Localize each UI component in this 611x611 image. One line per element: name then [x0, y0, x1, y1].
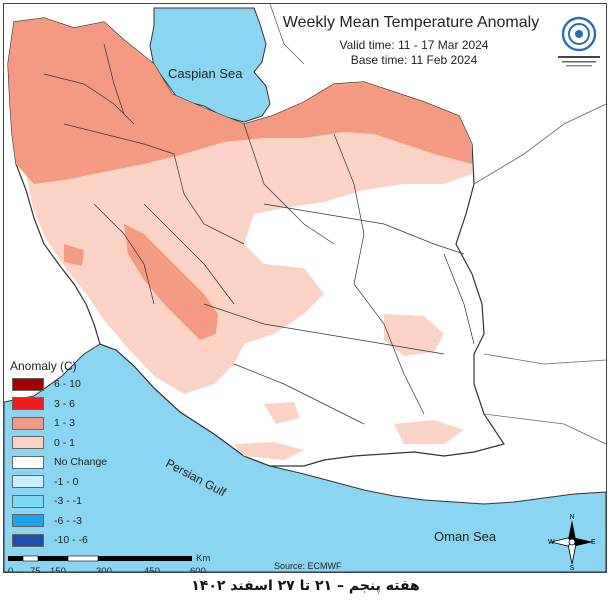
legend-item: 0 - 1 [12, 436, 75, 450]
map-frame: Weekly Mean Temperature Anomaly Valid ti… [3, 3, 607, 573]
oman-sea-label: Oman Sea [434, 529, 497, 544]
compass-s: S [570, 565, 575, 570]
scale-tick-label: 450 [144, 566, 160, 573]
footer-caption: هفته پنجم – ۲۱ تا ۲۷ اسفند ۱۴۰۲ [191, 578, 420, 594]
legend-swatch [12, 494, 44, 508]
legend-swatch [12, 397, 44, 410]
legend-swatch [12, 416, 44, 430]
legend-title: Anomaly (C) [10, 359, 77, 373]
anomaly-1-3-west [64, 244, 84, 266]
anomaly-0-1 [24, 124, 472, 394]
scale-tick-label: 75 [30, 566, 41, 573]
anomaly-0-1-southwest [264, 402, 300, 424]
legend-label: -6 - -3 [54, 514, 83, 527]
map-title: Weekly Mean Temperature Anomaly [282, 14, 540, 31]
legend-label: 3 - 6 [54, 397, 76, 410]
legend-swatch [12, 514, 44, 527]
legend-item: -6 - -3 [12, 514, 82, 528]
source-label: Source: ECMWF [274, 561, 342, 571]
base-time: Base time: 11 Feb 2024 [350, 53, 478, 67]
legend-label: -10 - -6 [54, 534, 88, 546]
legend-swatch [12, 533, 44, 547]
anomaly-1-3-nw [8, 18, 472, 184]
compass-rose-icon: N S W E [548, 514, 596, 570]
anomaly-1-3-zagros [124, 224, 218, 340]
legend-label: 1 - 3 [54, 417, 76, 429]
scale-tick-label: 600 [190, 566, 206, 573]
legend-label: 0 - 1 [54, 436, 76, 449]
compass-e: E [591, 539, 596, 546]
legend-item: -3 - -1 [12, 494, 82, 508]
map-canvas [4, 4, 606, 572]
organization-logo-icon [558, 16, 600, 67]
legend-label: -1 - 0 [54, 475, 79, 488]
neighbor-borders [269, 4, 606, 445]
legend-swatch [12, 377, 44, 391]
scale-bar [8, 555, 192, 562]
legend-item: -1 - 0 [12, 475, 79, 489]
scale-tick-label: 300 [96, 566, 112, 573]
scale-unit: Km [196, 553, 211, 564]
legend-item: No Change [12, 455, 107, 469]
legend-label: No Change [54, 456, 108, 468]
legend-swatch [12, 455, 44, 469]
valid-time: Valid time: 11 - 17 Mar 2024 [339, 38, 489, 52]
legend-item: 3 - 6 [12, 397, 75, 411]
legend-swatch [12, 475, 44, 488]
scale-tick-label: 150 [50, 566, 66, 573]
scale-tick-label: 0 [8, 566, 14, 573]
legend-item: 1 - 3 [12, 416, 75, 430]
legend-item: 6 - 10 [12, 377, 81, 391]
legend-label: 6 - 10 [54, 378, 81, 390]
anomaly-0-1-sse [234, 442, 304, 460]
anomaly-0-1-east [384, 314, 444, 356]
legend-item: -10 - -6 [12, 533, 88, 547]
legend-swatch [12, 436, 44, 449]
caspian-sea-label: Caspian Sea [168, 66, 243, 81]
province-borders [43, 43, 475, 425]
anomaly-0-1-south [394, 420, 464, 444]
compass-n: N [569, 514, 574, 521]
compass-w: W [548, 539, 555, 546]
legend-label: -3 - -1 [54, 495, 83, 507]
